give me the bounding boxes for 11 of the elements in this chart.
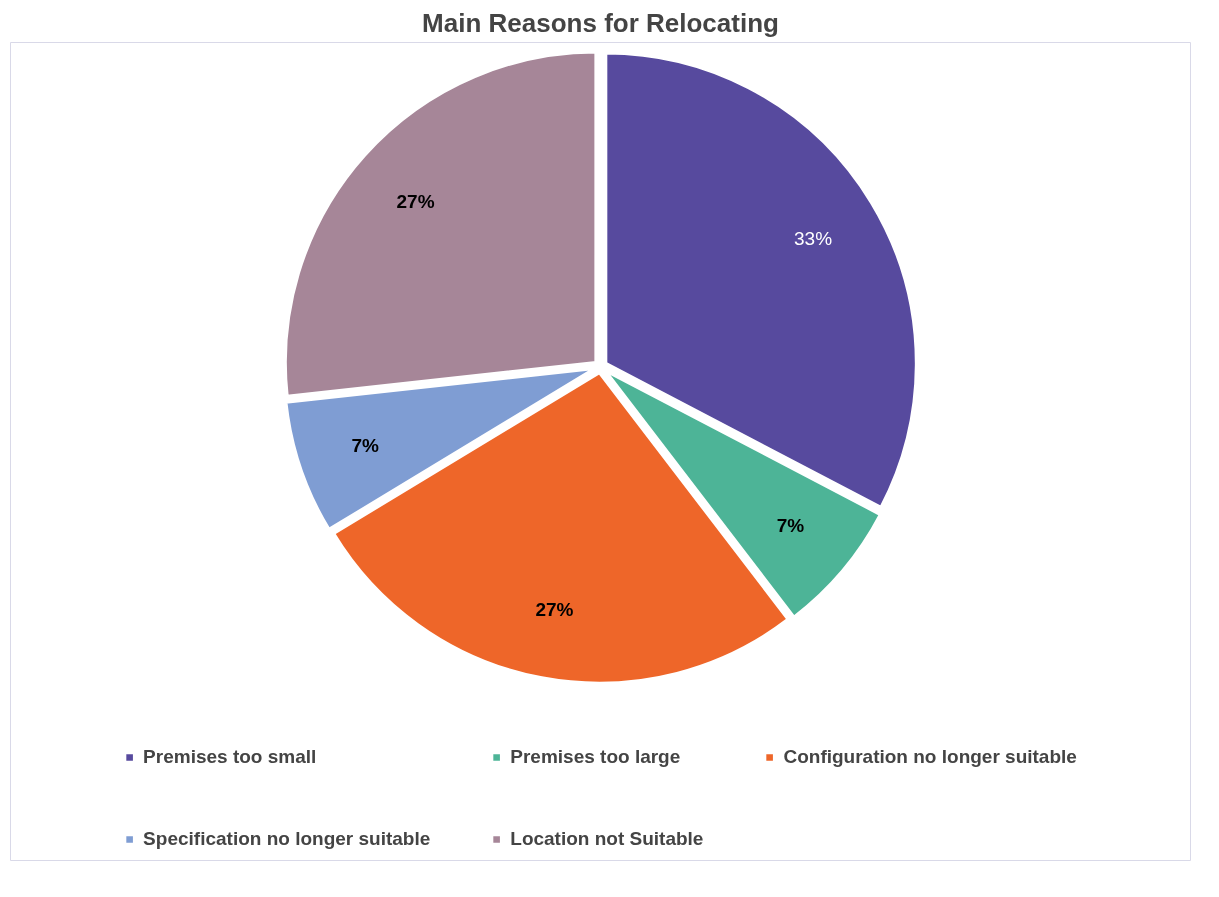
data-label: 7% <box>776 515 805 537</box>
data-label: 27% <box>535 598 574 620</box>
data-label: 27% <box>396 191 435 213</box>
legend-label: Premises too large <box>510 746 681 768</box>
legend-label: Premises too small <box>143 746 317 768</box>
legend-label: Location not Suitable <box>510 828 704 850</box>
chart-title: Main Reasons for Relocating <box>422 7 779 38</box>
legend-label: Specification no longer suitable <box>143 828 431 850</box>
data-label: 33% <box>794 228 833 250</box>
legend-label: Configuration no longer suitable <box>783 746 1077 768</box>
data-label: 7% <box>351 435 380 457</box>
